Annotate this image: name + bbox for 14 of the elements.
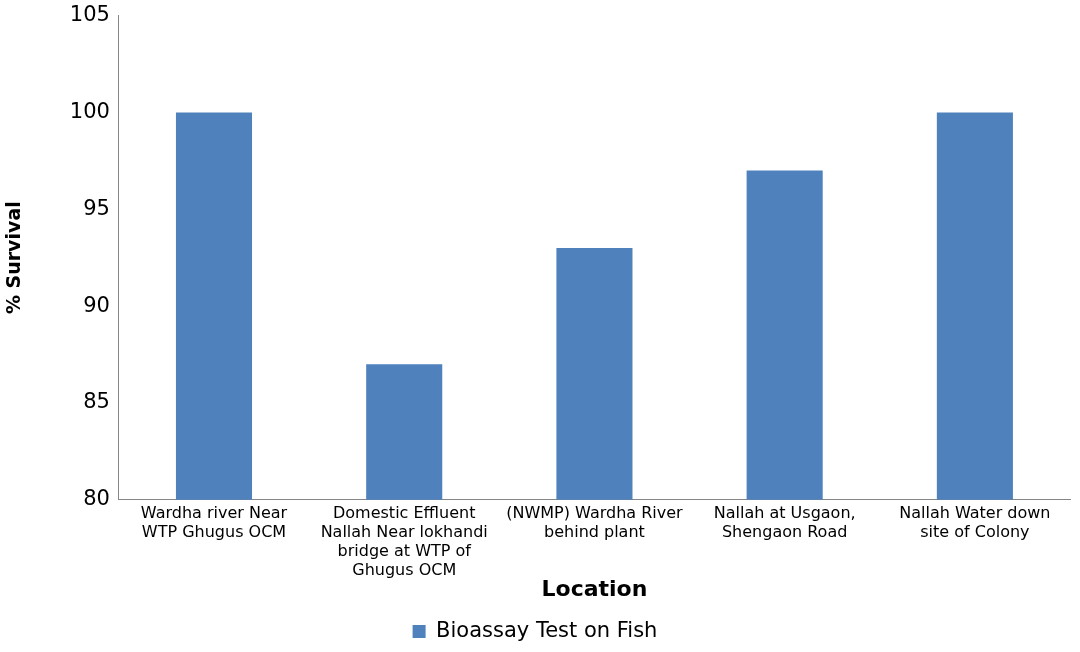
legend-label: Bioassay Test on Fish [436, 617, 658, 642]
x-tick-label: Wardha river Near WTP Ghugus OCM [140, 502, 288, 541]
y-tick-label: 90 [83, 292, 110, 317]
y-axis-title: % Survival [2, 201, 25, 315]
y-tick-label: 85 [83, 389, 110, 414]
x-axis-title: Location [541, 575, 648, 601]
y-tick-label: 100 [69, 98, 110, 123]
x-tick-label: Nallah at Usgaon, Shengaon Road [713, 502, 856, 541]
x-tick-label: (NWMP) Wardha River behind plant [506, 502, 684, 541]
x-tick-label: Nallah Water down site of Colony [899, 502, 1051, 541]
x-tick-label: Domestic Effluent Nallah Near lokhandi bridge at WTP of Ghugus OCM [320, 502, 488, 580]
y-tick-label: 80 [83, 486, 110, 511]
y-tick-label: 95 [83, 195, 110, 220]
y-tick-label: 105 [69, 2, 110, 27]
